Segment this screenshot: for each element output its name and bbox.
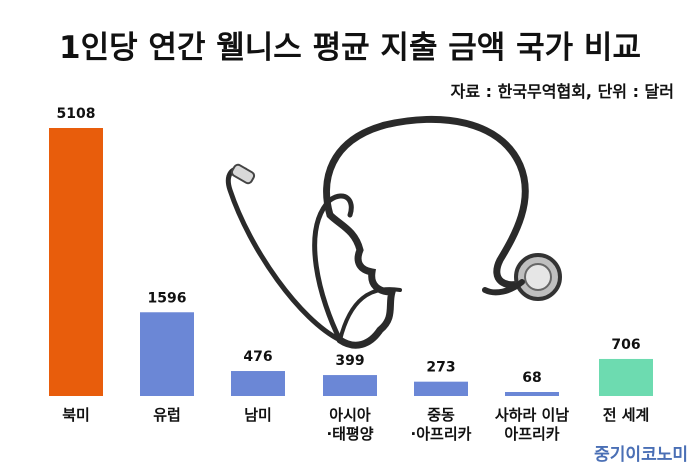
bar-2 (231, 371, 285, 396)
value-label-1: 1596 (148, 290, 187, 306)
category-label-3-1: ·태평양 (326, 425, 373, 443)
category-label-6: 전 세계 (603, 406, 650, 424)
category-label-5-1: 아프리카 (504, 425, 559, 443)
stethoscope-illustration (225, 115, 562, 349)
category-label-3-0: 아시아 (329, 406, 371, 424)
chart-title: 1인당 연간 웰니스 평균 지출 금액 국가 비교 (59, 30, 641, 66)
value-label-4: 273 (426, 360, 455, 376)
source-note: 자료 : 한국무역협회, 단위 : 달러 (450, 82, 674, 101)
category-label-4-0: 중동 (427, 406, 455, 424)
value-label-3: 399 (335, 353, 364, 369)
bar-5 (505, 392, 559, 396)
brand-logo: 중기이코노미 (594, 445, 688, 465)
category-label-5-0: 사하라 이남 (495, 406, 569, 424)
category-label-2: 남미 (244, 406, 272, 424)
bar-4 (414, 381, 468, 396)
bar-0 (49, 128, 103, 396)
value-label-6: 706 (611, 337, 640, 353)
category-label-0: 북미 (62, 406, 90, 424)
bar-6 (599, 358, 653, 396)
value-label-5: 68 (522, 370, 541, 386)
value-label-2: 476 (243, 349, 272, 365)
bar-1 (140, 312, 194, 396)
bar-3 (323, 375, 377, 396)
category-label-1: 유럽 (153, 406, 181, 424)
category-label-4-1: ·아프리카 (411, 425, 472, 443)
value-label-0: 5108 (57, 106, 96, 122)
